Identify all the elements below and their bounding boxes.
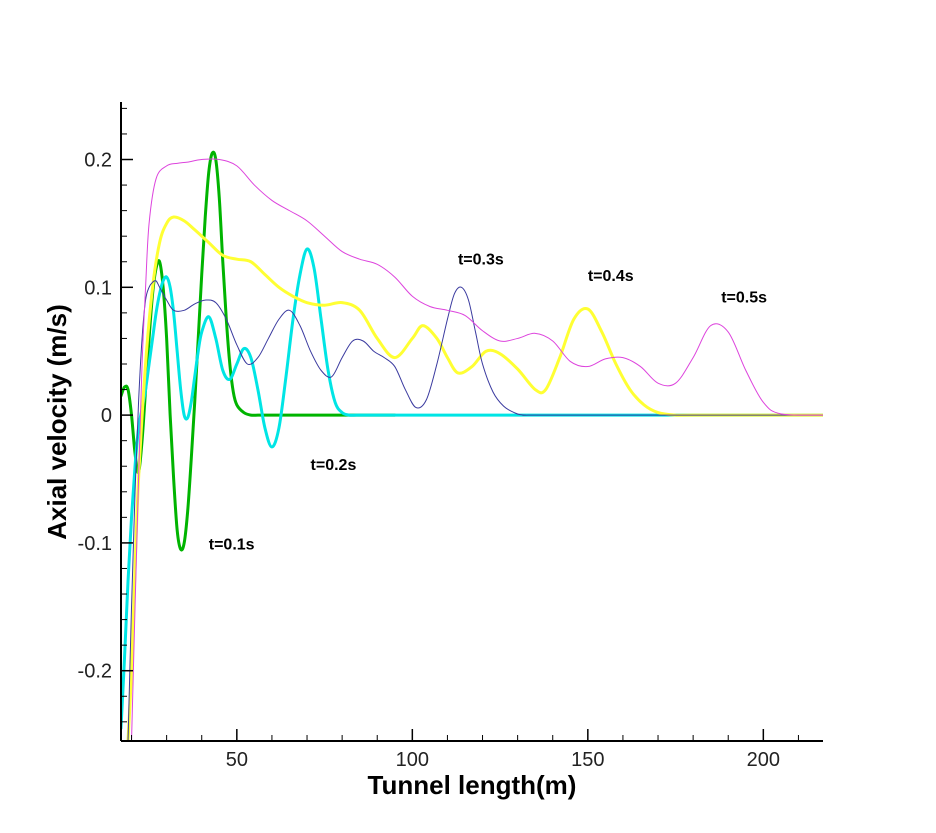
series-line-4 <box>127 280 823 741</box>
series-line-3 <box>126 215 823 741</box>
tick-labels: 50 100 150 200 -0.2 -0.1 0 0.1 0.2 <box>78 150 780 771</box>
y-tick-label: -0.1 <box>78 533 112 555</box>
x-axis-title: Tunnel length(m) <box>368 770 577 800</box>
x-tick-label: 150 <box>571 749 604 771</box>
curve-annotation: t=0.2s <box>311 457 357 474</box>
y-axis-title: Axial velocity (m/s) <box>42 304 72 540</box>
y-tick-label: 0.1 <box>84 277 112 299</box>
curve-annotation: t=0.4s <box>588 268 634 285</box>
y-tick-label: -0.2 <box>78 661 112 683</box>
y-tick-label: 0.2 <box>84 150 112 172</box>
x-tick-label: 50 <box>226 749 248 771</box>
series-layer <box>121 150 823 741</box>
curve-annotation: t=0.1s <box>209 536 255 553</box>
annotations: t=0.1s t=0.2s t=0.3s t=0.4s t=0.5s <box>209 251 767 553</box>
x-tick-label: 100 <box>396 749 429 771</box>
series-line-2 <box>121 247 823 730</box>
series-line-1 <box>121 150 397 552</box>
curve-annotation: t=0.3s <box>458 251 504 268</box>
x-tick-label: 200 <box>747 749 780 771</box>
curve-annotation: t=0.5s <box>721 290 767 307</box>
axes-layer <box>120 102 823 742</box>
y-tick-label: 0 <box>101 405 112 427</box>
series-line-5 <box>131 158 823 741</box>
